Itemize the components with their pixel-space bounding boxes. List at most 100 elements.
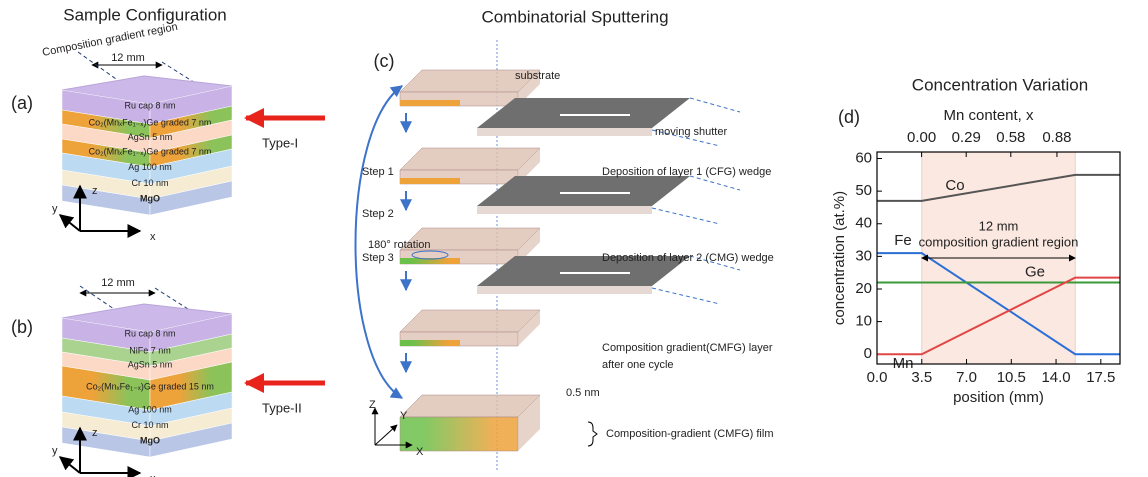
series-label: Ge xyxy=(1025,263,1045,280)
y-tick-label: 50 xyxy=(855,182,872,199)
x-tick-label: 3.5 xyxy=(911,369,932,386)
film xyxy=(399,394,541,418)
guide xyxy=(651,207,721,225)
heading: Combinatorial Sputtering xyxy=(481,7,668,26)
axis-label: y xyxy=(52,203,58,215)
guide xyxy=(651,129,721,147)
layer-label: Ru cap 8 nm xyxy=(124,100,175,110)
label: Composition-gradient (CMFG) film xyxy=(606,428,773,440)
shutter xyxy=(477,206,652,214)
deposit xyxy=(400,340,460,346)
layer-label: Ru cap 8 nm xyxy=(124,328,175,338)
panel-label: (c) xyxy=(374,51,395,71)
shutter xyxy=(477,98,690,128)
axis xyxy=(58,456,81,474)
step-label: Step 3 xyxy=(362,252,394,264)
layer-label: Ag 100 nm xyxy=(128,162,172,172)
substrate xyxy=(399,147,541,171)
brace xyxy=(587,421,598,447)
annotation: 12 mm xyxy=(979,218,1019,233)
panel-label: (b) xyxy=(11,317,33,337)
region-label: Composition gradient region xyxy=(41,21,178,59)
plot-frame xyxy=(876,151,1121,365)
layer-label: Co₂(MnₓFe₁₋ₓ)Ge graded 15 nm xyxy=(86,381,214,391)
step-label: Step 1 xyxy=(362,166,394,178)
layer-label: MgO xyxy=(140,193,160,203)
film xyxy=(518,395,540,451)
y-tick-label: 60 xyxy=(855,149,872,166)
x-tick-label: 10.5 xyxy=(997,369,1026,386)
y-tick-label: 20 xyxy=(855,280,872,297)
guide xyxy=(651,287,721,305)
dashed-line xyxy=(154,287,219,329)
width-label: 12 mm xyxy=(111,52,145,64)
series-line xyxy=(877,276,1120,356)
step-label: Step 2 xyxy=(362,208,394,220)
y-axis-label: concentration (at.%) xyxy=(831,191,848,325)
deposit xyxy=(400,258,460,264)
layer-label: Co₂(MnₓFe₁₋ₓ)Ge graded 7 nm xyxy=(89,117,212,127)
annotation: composition gradient region xyxy=(919,234,1079,249)
deposit xyxy=(400,178,460,184)
series-line xyxy=(877,252,1120,356)
x-axis-label: position (mm) xyxy=(953,389,1044,406)
cycle-arrow xyxy=(354,85,404,399)
x2-tick-label: 0.88 xyxy=(1042,129,1071,146)
layer-label: Cr 10 nm xyxy=(131,420,168,430)
axes-icon xyxy=(371,407,413,449)
substrate xyxy=(518,70,540,106)
x2-tick-label: 0.58 xyxy=(996,129,1025,146)
axis xyxy=(58,214,81,232)
y-tick-label: 40 xyxy=(855,215,872,232)
series-label: Co xyxy=(945,177,964,194)
layer-label: Co₂(MnₓFe₁₋ₓ)Ge graded 7 nm xyxy=(89,146,212,156)
series-line xyxy=(877,173,1120,202)
label: Deposition of layer 2 (CMG) wedge xyxy=(602,252,774,264)
label: Deposition of layer 1 (CFG) wedge xyxy=(602,166,771,178)
label: 0.5 nm xyxy=(566,387,600,399)
substrate xyxy=(399,309,541,333)
type-label: Type-I xyxy=(262,135,298,150)
label: 180° rotation xyxy=(368,239,431,251)
substrate xyxy=(518,310,540,346)
chart-title: Concentration Variation xyxy=(912,75,1088,94)
shutter xyxy=(477,256,690,286)
x-tick-label: 17.5 xyxy=(1086,369,1115,386)
panel-label: (a) xyxy=(11,93,33,113)
label: moving shutter xyxy=(655,126,727,138)
substrate xyxy=(518,228,540,264)
axis-label: Z xyxy=(369,399,376,411)
x2-axis-label: Mn content, x xyxy=(943,107,1034,124)
shutter xyxy=(477,176,690,206)
layer-label: AgSn 5 nm xyxy=(128,359,173,369)
layer xyxy=(149,422,233,458)
layer-label: NiFe 7 nm xyxy=(129,345,171,355)
layer-label: MgO xyxy=(140,435,160,445)
guide xyxy=(689,255,741,271)
y-tick-label: 0 xyxy=(864,345,872,362)
label: substrate xyxy=(515,70,560,82)
heading: Sample Configuration xyxy=(63,5,226,24)
axis-label: x xyxy=(150,473,156,477)
axis-label: X xyxy=(416,446,424,458)
shutter xyxy=(477,286,652,294)
type-label: Type-II xyxy=(262,400,302,415)
x-tick-label: 14.0 xyxy=(1041,369,1070,386)
x2-tick-label: 0.00 xyxy=(907,129,936,146)
deposit xyxy=(400,100,460,106)
y-tick-label: 30 xyxy=(855,247,872,264)
x-tick-label: 0.0 xyxy=(867,369,888,386)
label: Composition gradient(CMFG) layer xyxy=(602,342,773,354)
axis-label: z xyxy=(92,185,98,197)
axis-label: y xyxy=(52,445,58,457)
layer-label: Cr 10 nm xyxy=(131,178,168,188)
layer-label: AgSn 5 nm xyxy=(128,132,173,142)
panel-label: (d) xyxy=(838,107,860,127)
dashed-line xyxy=(79,285,143,329)
axis-label: x xyxy=(150,231,156,243)
axis-label: z xyxy=(92,427,98,439)
layer xyxy=(149,180,233,216)
rotation-icon xyxy=(411,250,449,260)
axis-label: Y xyxy=(400,410,408,422)
